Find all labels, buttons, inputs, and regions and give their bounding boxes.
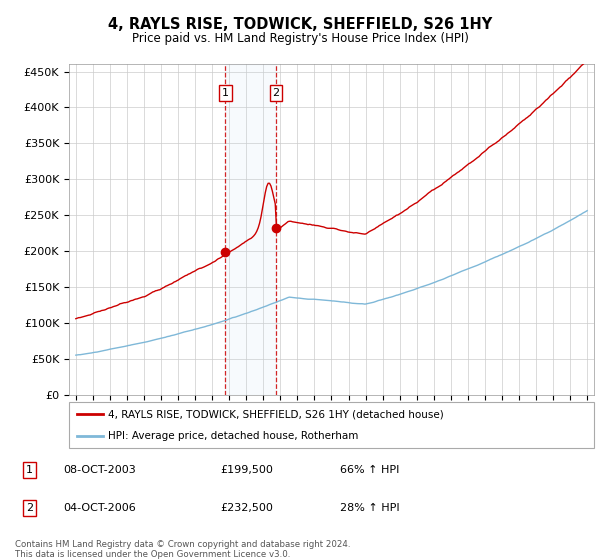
Text: £199,500: £199,500 (220, 465, 273, 475)
Text: Price paid vs. HM Land Registry's House Price Index (HPI): Price paid vs. HM Land Registry's House … (131, 32, 469, 45)
Text: This data is licensed under the Open Government Licence v3.0.: This data is licensed under the Open Gov… (15, 550, 290, 559)
Text: 66% ↑ HPI: 66% ↑ HPI (340, 465, 399, 475)
Text: 28% ↑ HPI: 28% ↑ HPI (340, 503, 400, 513)
Text: 4, RAYLS RISE, TODWICK, SHEFFIELD, S26 1HY: 4, RAYLS RISE, TODWICK, SHEFFIELD, S26 1… (108, 17, 492, 32)
Text: 04-OCT-2006: 04-OCT-2006 (64, 503, 136, 513)
Text: HPI: Average price, detached house, Rotherham: HPI: Average price, detached house, Roth… (109, 431, 359, 441)
Text: £232,500: £232,500 (220, 503, 273, 513)
Text: 2: 2 (272, 88, 280, 98)
Bar (226, 64, 276, 395)
Text: 08-OCT-2003: 08-OCT-2003 (64, 465, 136, 475)
Text: 1: 1 (222, 88, 229, 98)
Text: 4, RAYLS RISE, TODWICK, SHEFFIELD, S26 1HY (detached house): 4, RAYLS RISE, TODWICK, SHEFFIELD, S26 1… (109, 409, 444, 419)
Text: Contains HM Land Registry data © Crown copyright and database right 2024.: Contains HM Land Registry data © Crown c… (15, 540, 350, 549)
Text: 2: 2 (26, 503, 33, 513)
FancyBboxPatch shape (69, 402, 594, 448)
Text: 1: 1 (26, 465, 33, 475)
